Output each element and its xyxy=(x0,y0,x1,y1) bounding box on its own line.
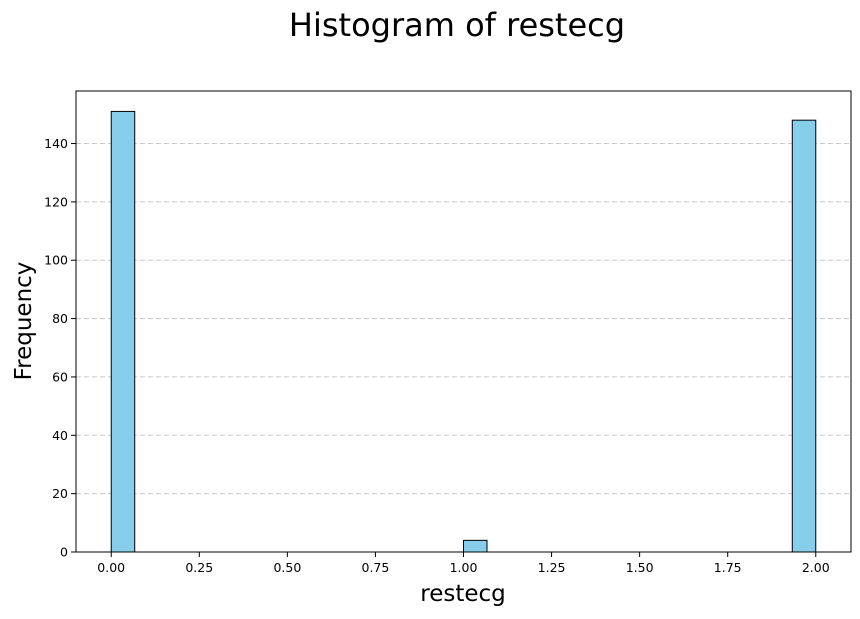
x-tick-label: 0.25 xyxy=(185,560,213,575)
x-tick-label: 0.75 xyxy=(362,560,390,575)
histogram-bar xyxy=(463,539,488,553)
x-tick-label: 2.00 xyxy=(802,560,830,575)
y-tick-label: 20 xyxy=(52,486,68,501)
x-tick-label: 1.50 xyxy=(626,560,654,575)
y-tick-label: 140 xyxy=(44,136,68,151)
x-ticks: 0.00 0.25 0.50 0.75 1.00 1.25 1.50 1.75 2.00 xyxy=(97,552,830,575)
y-tick-label: 100 xyxy=(44,253,68,268)
y-tick-label: 60 xyxy=(52,369,68,384)
plot-frame xyxy=(75,90,852,553)
axes xyxy=(75,90,852,553)
x-tick-label: 0.50 xyxy=(273,560,301,575)
x-axis-label: restecg xyxy=(420,581,506,607)
y-tick-label: 0 xyxy=(60,545,68,560)
y-gridlines xyxy=(76,143,851,495)
y-ticks: 0 20 40 60 80 100 120 140 xyxy=(44,136,76,560)
x-tick-label: 0.00 xyxy=(97,560,125,575)
bars xyxy=(110,110,817,553)
histogram-bar xyxy=(110,110,136,553)
y-tick-label: 120 xyxy=(44,194,68,209)
y-axis-label: Frequency xyxy=(11,262,37,381)
x-tick-label: 1.25 xyxy=(538,560,566,575)
chart-title: Histogram of restecg xyxy=(289,6,625,44)
histogram-bar xyxy=(791,119,817,553)
x-tick-label: 1.75 xyxy=(714,560,742,575)
y-tick-label: 80 xyxy=(52,311,68,326)
x-tick-label: 1.00 xyxy=(450,560,478,575)
y-tick-label: 40 xyxy=(52,428,68,443)
